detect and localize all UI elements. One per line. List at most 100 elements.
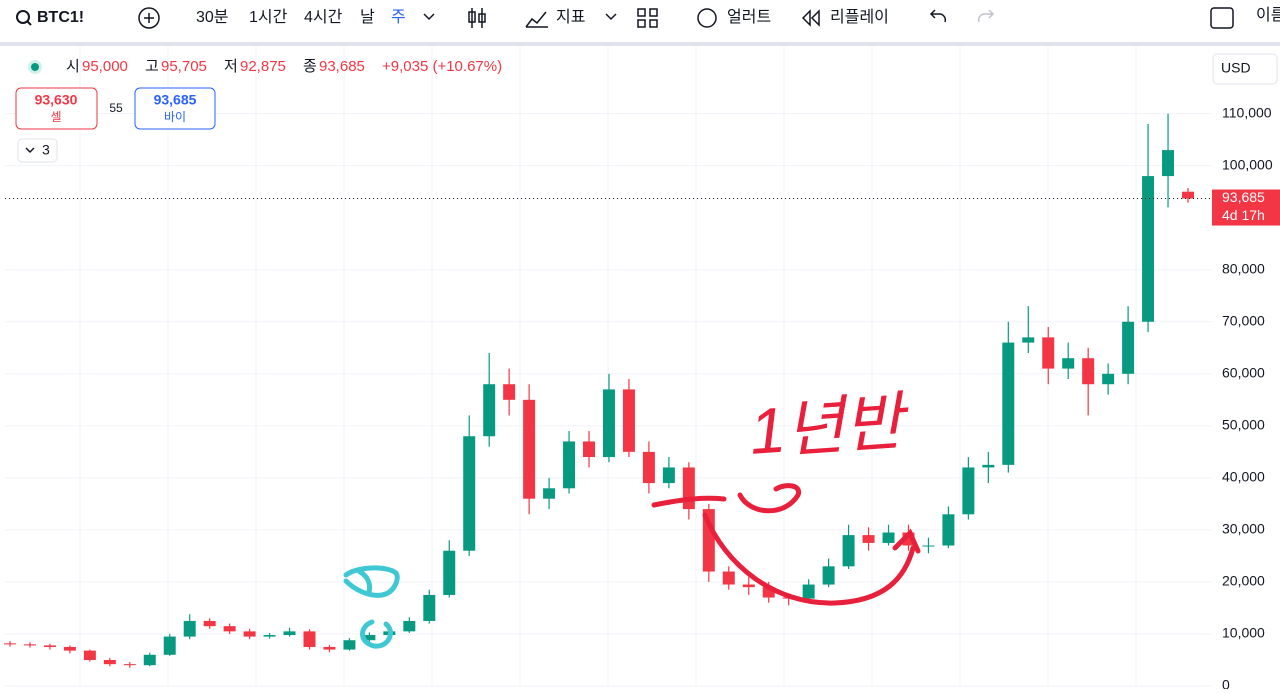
y-tick-label: 50,000: [1222, 417, 1265, 433]
y-tick-label: 60,000: [1222, 365, 1265, 381]
legend-value: 95,000: [82, 58, 128, 75]
dropdown[interactable]: [605, 13, 617, 21]
candle-body: [722, 571, 735, 585]
candle-body: [602, 389, 615, 458]
candle-body: [523, 399, 536, 499]
sell-label: 셀: [50, 110, 61, 124]
annotation: 1년반: [747, 385, 912, 468]
candle-body: [363, 635, 376, 641]
buy-button[interactable]: [134, 87, 216, 130]
candle-body: [203, 620, 216, 627]
candle-body: [423, 594, 436, 621]
y-tick-label: 0: [1222, 677, 1230, 689]
candle-body: [323, 646, 336, 650]
legend-change: +9,035 (+10.67%): [382, 58, 502, 75]
candle-body: [1122, 321, 1135, 374]
layout-icon[interactable]: [637, 8, 658, 28]
candle-body: [942, 514, 955, 546]
candle-body: [23, 644, 36, 646]
legend-value: 95,705: [161, 58, 207, 75]
legend-label: 고: [145, 58, 159, 75]
legend-label: 종: [303, 58, 317, 75]
candle-body: [563, 441, 576, 489]
candle-body: [1162, 150, 1175, 177]
interval[interactable]: 날: [360, 8, 375, 26]
indicators[interactable]: 지표: [556, 8, 585, 26]
legend-label: 저: [224, 58, 238, 75]
price-axis-labels: 0 10,000 20,000 30,000 40,000 50,000 60,000 70,…: [1222, 104, 1273, 692]
candle-body: [303, 631, 316, 647]
candle-body: [143, 654, 156, 666]
sell-button[interactable]: [15, 87, 98, 130]
candle-body: [463, 436, 476, 551]
interval-active[interactable]: 주: [391, 9, 406, 26]
y-tick-label: 110,000: [1222, 104, 1272, 120]
alert-icon[interactable]: [697, 8, 717, 28]
collapse-icon: [25, 147, 35, 154]
replay-icon[interactable]: [801, 9, 820, 27]
candle-body: [123, 664, 136, 666]
y-tick-label: 80,000: [1222, 260, 1265, 276]
y-tick-label: 30,000: [1222, 521, 1265, 537]
undo[interactable]: [929, 9, 947, 23]
interval[interactable]: 30분: [196, 9, 229, 26]
price-tag: [1212, 189, 1280, 226]
candle-body: [83, 650, 96, 660]
currency[interactable]: USD: [1221, 60, 1251, 76]
toolbar: [0, 0, 1280, 42]
indicator-icon[interactable]: [525, 11, 548, 28]
candle-body: [1062, 358, 1075, 369]
dropdown[interactable]: [423, 13, 435, 21]
candle-body: [1082, 358, 1095, 385]
candle-body: [842, 535, 855, 567]
symbol[interactable]: BTC1!: [37, 9, 84, 26]
candle-body: [223, 626, 236, 632]
candle-body: [583, 441, 596, 458]
candle-body: [902, 532, 915, 546]
candle-body: [862, 535, 875, 543]
candle-body: [742, 584, 755, 588]
candle-body: [483, 384, 496, 437]
collapse-count: 3: [42, 142, 50, 158]
collapse-button[interactable]: [17, 138, 58, 163]
currency-button[interactable]: [1212, 53, 1278, 85]
replay[interactable]: 리플레이: [830, 8, 889, 26]
spread: 55: [109, 101, 123, 115]
search-icon-handle: [26, 20, 32, 26]
candle-body: [243, 631, 256, 637]
candle-body: [702, 509, 715, 572]
candle-body: [882, 532, 895, 543]
candle-body: [682, 467, 695, 510]
candle-body: [103, 659, 116, 665]
candle-body: [183, 620, 196, 637]
sell-price: 93,630: [35, 92, 78, 108]
price-tag-label: 93,685: [1222, 189, 1265, 205]
candle-body: [43, 645, 56, 647]
add-button[interactable]: [138, 7, 160, 29]
fullscreen[interactable]: [1210, 7, 1234, 29]
candle-body: [503, 384, 516, 400]
price-axis: [1212, 46, 1280, 689]
drawings: [343, 483, 921, 649]
user-name[interactable]: 이름: [1256, 6, 1280, 24]
candle-body: [443, 550, 456, 595]
alert[interactable]: 얼러트: [727, 8, 771, 26]
search-icon[interactable]: [16, 10, 30, 24]
candle-body: [662, 467, 675, 484]
redo[interactable]: [977, 9, 995, 23]
red-curve: [651, 495, 921, 606]
candle-body: [543, 488, 556, 499]
cyan-scribble: [343, 565, 400, 598]
y-tick-label: 70,000: [1222, 312, 1265, 328]
candle-body: [403, 620, 416, 632]
legend-label: 시: [66, 58, 80, 75]
candle-body: [822, 566, 835, 585]
chart-type-icon[interactable]: [468, 8, 486, 28]
separator: [0, 42, 1280, 46]
candle-body: [642, 451, 655, 484]
interval[interactable]: 1시간: [249, 8, 288, 26]
legend-value: 92,875: [240, 58, 286, 75]
candle-body: [1102, 373, 1115, 385]
interval[interactable]: 4시간: [304, 8, 343, 26]
